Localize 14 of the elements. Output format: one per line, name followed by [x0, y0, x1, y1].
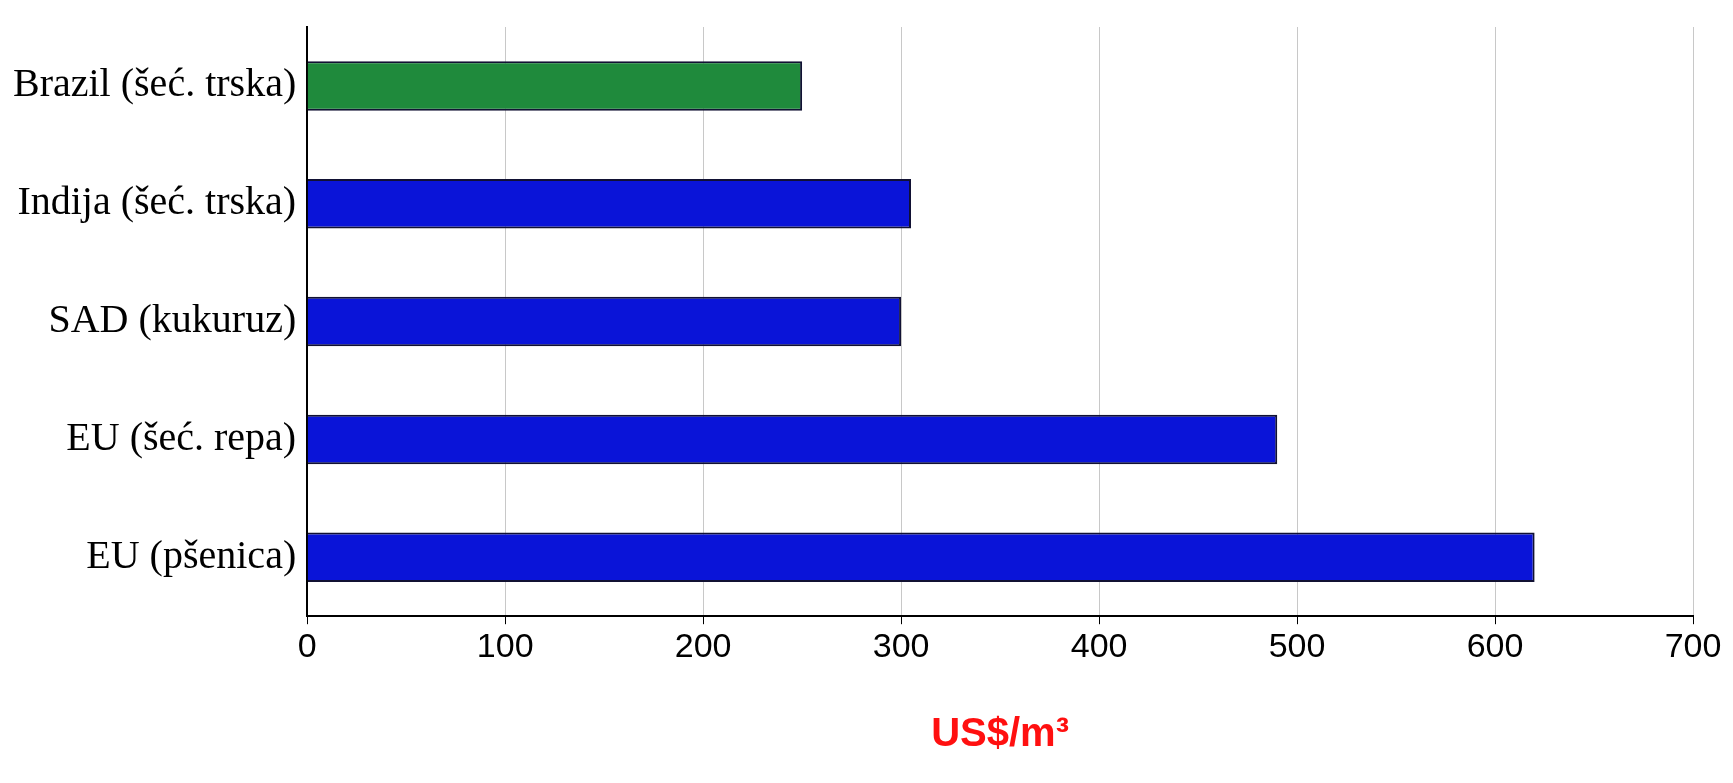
- y-tick-label: EU (pšenica): [86, 531, 297, 577]
- x-tick-label: 700: [1664, 625, 1722, 664]
- x-tick-label: 500: [1268, 625, 1326, 664]
- x-tick-label: 400: [1070, 625, 1128, 664]
- y-tick-label: EU (šeć. repa): [66, 413, 297, 459]
- y-tick-label: Brazil (šeć. trska): [13, 60, 297, 106]
- x-tick-label: 600: [1466, 625, 1524, 664]
- x-axis-title: US$/m³: [931, 710, 1070, 755]
- x-tick-label: 0: [297, 625, 317, 664]
- y-tick-label: Indija (šeć. trska): [17, 178, 297, 224]
- x-tick-label: 100: [476, 625, 534, 664]
- x-tick-label: 300: [872, 625, 930, 664]
- x-tick-label: 200: [674, 625, 732, 664]
- y-tick-label: SAD (kukuruz): [48, 296, 297, 342]
